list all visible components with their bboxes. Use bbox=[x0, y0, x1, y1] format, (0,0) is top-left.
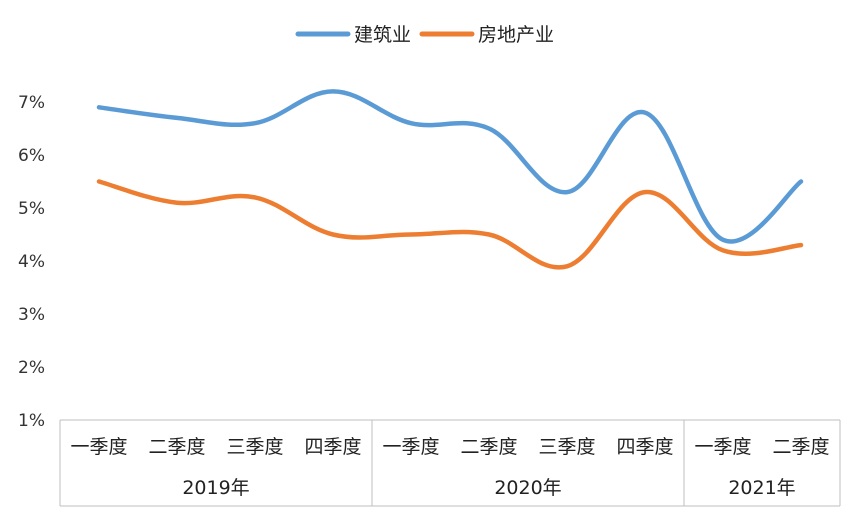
x-category-label: 四季度 bbox=[616, 436, 673, 458]
x-category-label: 三季度 bbox=[226, 436, 283, 458]
x-category-label: 二季度 bbox=[460, 436, 517, 458]
legend: 建筑业 房地产业 bbox=[295, 24, 554, 46]
x-category-label: 二季度 bbox=[148, 436, 205, 458]
x-category-label: 一季度 bbox=[70, 436, 127, 458]
x-category-label: 一季度 bbox=[694, 436, 751, 458]
x-category-label: 三季度 bbox=[538, 436, 595, 458]
y-tick-label: 6% bbox=[18, 146, 45, 166]
legend-label: 房地产业 bbox=[478, 24, 554, 46]
y-tick-label: 1% bbox=[18, 411, 45, 431]
plot-area bbox=[96, 89, 804, 270]
x-group-label: 2021年 bbox=[728, 477, 795, 499]
x-category-label: 一季度 bbox=[382, 436, 439, 458]
series-line-2 bbox=[96, 179, 804, 270]
y-tick-label: 7% bbox=[18, 93, 45, 113]
y-tick-label: 2% bbox=[18, 358, 45, 378]
y-tick-label: 4% bbox=[18, 252, 45, 272]
x-group-label: 2020年 bbox=[494, 477, 561, 499]
y-tick-label: 3% bbox=[18, 305, 45, 325]
series-line-1 bbox=[96, 89, 804, 244]
y-axis: 1% 2% 3% 4% 5% 6% 7% bbox=[18, 93, 45, 431]
y-tick-label: 5% bbox=[18, 199, 45, 219]
x-category-label: 二季度 bbox=[772, 436, 829, 458]
legend-label: 建筑业 bbox=[354, 24, 411, 46]
x-group-label: 2019年 bbox=[182, 477, 249, 499]
x-category-label: 四季度 bbox=[304, 436, 361, 458]
